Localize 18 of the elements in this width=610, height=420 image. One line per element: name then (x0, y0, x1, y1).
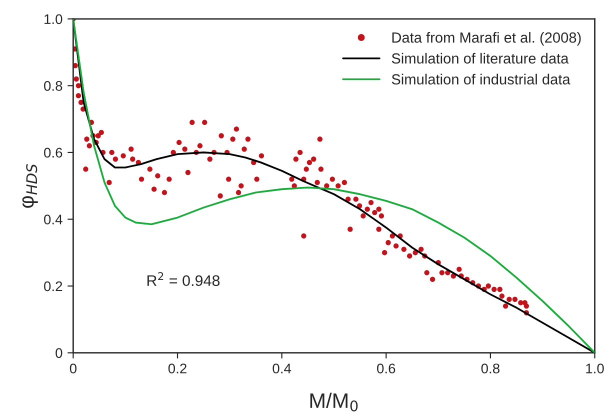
x-tick-label: 0.4 (272, 364, 292, 374)
x-tick-label: 0.2 (168, 364, 186, 374)
legend-label: Simulation of industrial data (392, 74, 570, 85)
legend-label: Data from Marafi et al. (2008) (392, 32, 581, 46)
x-tick-label: 1.0 (586, 364, 604, 374)
y-tick-label: 0.4 (44, 214, 62, 224)
legend-label: Simulation of literature data (392, 52, 569, 64)
x-tick-label: 0 (70, 364, 77, 374)
x-tick-label: 0.8 (481, 364, 500, 374)
x-tick-label: 0.6 (377, 364, 396, 374)
x-axis-title: M/M$_{0}$ (310, 392, 358, 412)
y-axis-title: φ$_{HDS}$ (22, 164, 38, 208)
y-tick-label: 0 (56, 348, 62, 358)
y-tick-label: 1.0 (44, 14, 62, 24)
y-tick-label: 0.2 (44, 281, 62, 292)
annotation: R$^{2}$ = 0.948 (147, 272, 220, 286)
y-tick-label: 0.8 (44, 81, 62, 91)
y-tick-label: 0.6 (44, 148, 62, 158)
